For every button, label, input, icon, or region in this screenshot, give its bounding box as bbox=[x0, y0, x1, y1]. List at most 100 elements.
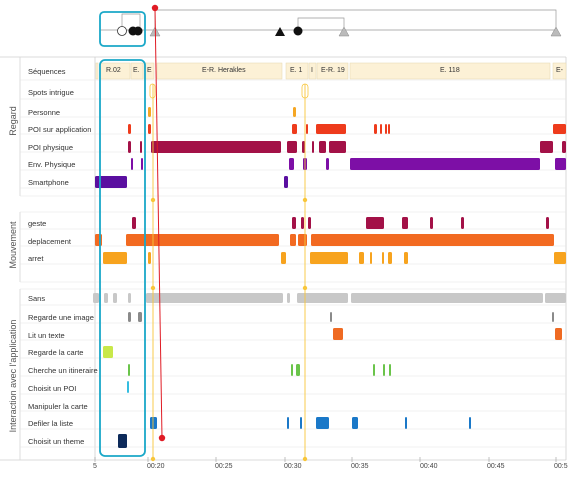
tick-label-7: 00:5 bbox=[554, 463, 568, 470]
mark-geste-0 bbox=[132, 217, 136, 229]
mark-geste-3 bbox=[308, 217, 311, 229]
mark-poi-app-9 bbox=[553, 124, 566, 134]
sequence-bar-6 bbox=[308, 62, 317, 80]
mark-sans-6 bbox=[297, 293, 348, 303]
mark-itineraire-0 bbox=[128, 364, 130, 376]
sequence-bar-5 bbox=[285, 62, 309, 80]
tick-label-4: 00:35 bbox=[351, 463, 369, 470]
mark-env-phys-2 bbox=[289, 158, 294, 170]
mark-poi-app-6 bbox=[380, 124, 382, 134]
group-label-interaction: Interaction avec l'application bbox=[8, 319, 18, 433]
row-label-theme: Choisit un theme bbox=[28, 437, 85, 446]
mark-defiler-4 bbox=[352, 417, 358, 429]
mark-itineraire-1 bbox=[291, 364, 293, 376]
row-label-poi-phys: POI physique bbox=[28, 143, 74, 152]
row-label-manipuler: Manipuler la carte bbox=[28, 402, 88, 411]
mark-poi-phys-1 bbox=[140, 141, 142, 153]
mark-env-phys-5 bbox=[350, 158, 540, 170]
row-label-choisir-poi: Choisit un POI bbox=[28, 384, 77, 393]
sequence-bar-7 bbox=[316, 62, 349, 80]
row-label-personne: Personne bbox=[28, 108, 61, 117]
tree-triangle-4 bbox=[550, 26, 562, 37]
mark-itineraire-5 bbox=[389, 364, 391, 376]
mark-poi-app-3 bbox=[306, 124, 308, 134]
row-label-texte: Lit un texte bbox=[28, 331, 65, 340]
mark-geste-4 bbox=[366, 217, 384, 229]
sequence-bar-0 bbox=[95, 62, 99, 80]
mark-itineraire-2 bbox=[296, 364, 300, 376]
row-label-carte: Regarde la carte bbox=[28, 348, 84, 357]
mark-arret-2 bbox=[281, 252, 286, 264]
row-label-defiler: Defiler la liste bbox=[28, 419, 74, 428]
mark-poi-phys-5 bbox=[312, 141, 314, 153]
overlays bbox=[99, 4, 308, 462]
mark-env-phys-0 bbox=[131, 158, 133, 170]
sequence-label-0: R.02 bbox=[106, 67, 121, 74]
sequence-label-3: E-R. Herakles bbox=[202, 67, 246, 74]
sequence-label-5: I bbox=[311, 67, 313, 74]
mark-defiler-3 bbox=[316, 417, 329, 429]
tick-label-2: 00:25 bbox=[215, 463, 233, 470]
mark-poi-phys-3 bbox=[287, 141, 297, 153]
mark-itineraire-3 bbox=[373, 364, 375, 376]
mark-defiler-5 bbox=[405, 417, 407, 429]
mark-poi-app-0 bbox=[128, 124, 131, 134]
sequence-label-6: E-R. 19 bbox=[321, 67, 345, 74]
mark-arret-9 bbox=[554, 252, 566, 264]
row-label-geste: geste bbox=[28, 219, 47, 228]
mark-personne-1 bbox=[293, 107, 296, 117]
mark-deplacement-4 bbox=[311, 234, 554, 246]
mark-texte-0 bbox=[333, 328, 343, 340]
tree-triangle-2 bbox=[275, 27, 285, 36]
mark-deplacement-0 bbox=[95, 234, 102, 246]
mark-image-2 bbox=[330, 312, 332, 322]
row-label-arret: arret bbox=[28, 254, 44, 263]
row-label-spots: Spots intrigue bbox=[28, 88, 74, 97]
mark-personne-0 bbox=[148, 107, 151, 117]
tick-label-3: 00:30 bbox=[284, 463, 302, 470]
mark-deplacement-1 bbox=[126, 234, 279, 246]
row-label-deplacement: deplacement bbox=[28, 237, 71, 246]
mark-sans-1 bbox=[104, 293, 108, 303]
yellow-dot-3 bbox=[302, 285, 308, 291]
mark-poi-phys-4 bbox=[302, 141, 305, 153]
mark-choisir-poi-0 bbox=[127, 381, 129, 393]
row-label-image: Regarde une image bbox=[28, 313, 94, 322]
mark-sans-4 bbox=[146, 293, 283, 303]
sequence-bar-2 bbox=[130, 62, 144, 80]
mark-sans-7 bbox=[351, 293, 543, 303]
red-marker-dot-bottom bbox=[158, 434, 166, 442]
mark-arret-7 bbox=[388, 252, 392, 264]
sequence-bars bbox=[95, 62, 567, 99]
mark-texte-1 bbox=[555, 328, 562, 340]
sequence-tree bbox=[100, 9, 562, 37]
tick-label-5: 00:40 bbox=[420, 463, 438, 470]
mark-env-phys-1 bbox=[141, 158, 143, 170]
mark-defiler-6 bbox=[469, 417, 471, 429]
mark-arret-0 bbox=[103, 252, 127, 264]
highlight-box-main bbox=[99, 59, 146, 457]
mark-image-1 bbox=[138, 312, 142, 322]
mark-geste-7 bbox=[461, 217, 464, 229]
red-marker-dot-top bbox=[151, 4, 159, 12]
mark-poi-app-1 bbox=[148, 124, 151, 134]
mark-sans-2 bbox=[113, 293, 117, 303]
yellow-dot-5 bbox=[302, 456, 308, 462]
group-label-mouvement: Mouvement bbox=[8, 221, 18, 269]
mark-image-3 bbox=[552, 312, 554, 322]
row-label-sans: Sans bbox=[28, 294, 46, 303]
mark-sans-8 bbox=[545, 293, 566, 303]
mark-arret-6 bbox=[382, 252, 384, 264]
mark-smartphone-0 bbox=[95, 176, 127, 188]
mark-smartphone-1 bbox=[284, 176, 288, 188]
timeline-marks bbox=[93, 107, 566, 448]
sequence-label-7: E. 118 bbox=[440, 67, 460, 74]
tree-branch-left bbox=[121, 13, 141, 30]
mark-poi-app-7 bbox=[385, 124, 387, 134]
mark-poi-app-5 bbox=[374, 124, 377, 134]
tree-node-filled-2 bbox=[133, 26, 143, 36]
mark-arret-4 bbox=[359, 252, 364, 264]
sequence-bar-8 bbox=[349, 62, 551, 80]
row-label-itineraire: Cherche un itineraire bbox=[28, 366, 98, 375]
